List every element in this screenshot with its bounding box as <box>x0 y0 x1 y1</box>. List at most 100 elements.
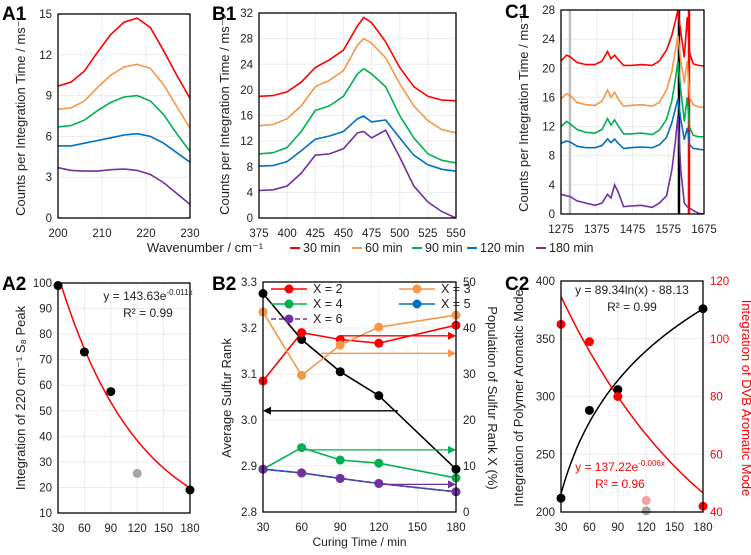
legend-label: 30 min <box>303 241 341 255</box>
y-axis-label: Counts per Integration Time / ms⁻¹ <box>217 14 232 214</box>
panel-b2: B2 30 60 90 120 150 180 2.8 2.9 3.0 3.1 3.2 3.3 0 10 20… <box>212 274 500 549</box>
legend-marker <box>412 299 422 309</box>
x-tick-label: 475 <box>362 228 381 240</box>
y2-tick-label: 60 <box>710 449 723 461</box>
series-line <box>561 115 704 214</box>
y2-tick-label: 40 <box>463 323 476 335</box>
legend-item: X = 6 <box>271 312 343 326</box>
y-tick-label: 12 <box>39 50 52 62</box>
legend-marker <box>284 284 294 294</box>
y2-tick-label: 40 <box>710 507 723 519</box>
r-squared: R² = 0.99 <box>123 306 173 320</box>
plot-area <box>259 16 456 218</box>
fit-curve <box>561 296 703 494</box>
legend-item: X = 5 <box>399 297 471 311</box>
y2-tick-label: 120 <box>710 276 729 288</box>
x-tick-label: 200 <box>48 228 67 240</box>
y-tick-label: 200 <box>536 507 555 519</box>
series-line <box>58 17 190 99</box>
x-tick-label: 210 <box>92 228 111 240</box>
x-tick-label: 500 <box>390 228 409 240</box>
y2-axis-label: Integration of DVB Aromatic Mode <box>739 300 751 497</box>
y-tick-label: 24 <box>240 59 253 71</box>
x-tick-label: 90 <box>104 523 117 535</box>
x-axis-label: Curing Time / min <box>312 535 406 549</box>
panel-c1: C1 1275 1375 1475 1575 1675 0 4 8 12 16 20 24 28 Count… <box>505 2 717 236</box>
panel-label: C1 <box>505 2 530 23</box>
y-tick-label: 3.0 <box>241 415 257 427</box>
y-axis-label: Integration of 220 cm⁻¹ S₈ Peak <box>13 305 28 490</box>
legend-label: X = 6 <box>313 312 343 326</box>
x-tick-label: 150 <box>665 522 684 534</box>
legend-item: 60 min <box>352 241 403 255</box>
x-tick-label: 375 <box>249 228 268 240</box>
plot-frame <box>57 13 191 219</box>
y-tick-label: 80 <box>39 329 52 341</box>
fit-equation: y = 143.63e-0.011x <box>103 288 192 303</box>
x-tick-label: 90 <box>334 522 347 534</box>
x-tick-label: 230 <box>180 228 199 240</box>
y-tick-label: 10 <box>39 508 52 520</box>
y-axis-label: Counts per Integration Time / ms⁻¹ <box>516 11 531 211</box>
series-line <box>259 115 456 172</box>
y2-tick-label: 20 <box>463 415 476 427</box>
x-tick-label: 30 <box>52 523 65 535</box>
plot-frame <box>560 280 704 513</box>
data-point <box>374 458 384 468</box>
series-line <box>259 67 456 164</box>
y2-tick-label: 80 <box>710 392 723 404</box>
y-tick-label: 32 <box>240 8 253 20</box>
legend-marker <box>284 314 294 324</box>
x-axis-label-wavenumber: Wavenumber / cm⁻¹ <box>147 240 264 255</box>
series-line <box>259 37 456 134</box>
fit-curve <box>561 308 703 495</box>
arrow-head <box>263 406 271 415</box>
data-point <box>297 468 307 478</box>
data-point <box>613 392 623 401</box>
x-tick-label: 120 <box>637 522 656 534</box>
panel-b1: B1 375 400 425 450 475 500 525 550 0 4 8 12 16 20 24 28 3… <box>212 4 466 240</box>
series-line <box>58 166 190 206</box>
y-tick-label: 24 <box>542 34 555 46</box>
y2-tick-label: 30 <box>463 369 476 381</box>
y-tick-label: 60 <box>39 380 52 392</box>
data-point <box>335 455 345 465</box>
data-point <box>335 473 345 483</box>
plot-frame <box>262 281 457 513</box>
x-tick-label: 90 <box>611 522 624 534</box>
y-tick-label: 400 <box>536 276 555 288</box>
y-tick-label: 30 <box>39 457 52 469</box>
y-tick-label: 9 <box>46 91 52 103</box>
x-tick-label: 400 <box>278 228 297 240</box>
panel-a2: A2 30 60 90 120 150 180 10 20 30 40 50 60 70 80 90 100 In… <box>2 274 200 535</box>
x-tick-label: 60 <box>295 522 308 534</box>
series-line <box>561 98 704 151</box>
equation-exponent: -0.006x <box>638 459 665 468</box>
arrow-head <box>448 331 456 340</box>
y-tick-label: 0 <box>46 213 52 225</box>
panel-label: A2 <box>2 274 26 295</box>
data-point <box>584 337 594 347</box>
y-tick-label: 8 <box>247 162 253 174</box>
data-point <box>297 443 307 453</box>
legend-label: X = 5 <box>441 297 471 311</box>
y-tick-label: 0 <box>549 209 555 221</box>
y-tick-label: 70 <box>39 355 52 367</box>
series-line <box>58 94 190 152</box>
r-squared: R² = 0.96 <box>595 477 645 491</box>
y-tick-label: 4 <box>247 187 254 199</box>
y-tick-label: 40 <box>39 431 52 443</box>
y2-tick-label: 10 <box>463 461 476 473</box>
legend-label: 90 min <box>425 241 463 255</box>
y-tick-label: 50 <box>39 406 52 418</box>
y-tick-label: 20 <box>542 63 555 75</box>
r-squared: R² = 0.99 <box>607 300 657 314</box>
x-tick-label: 525 <box>418 228 437 240</box>
plot-area <box>561 10 704 214</box>
y-tick-label: 90 <box>39 304 52 316</box>
legend-marker <box>412 284 422 294</box>
legend-label: X = 4 <box>313 297 343 311</box>
y-tick-label: 4 <box>549 180 556 192</box>
arrow-head <box>448 480 456 489</box>
y2-tick-label: 100 <box>710 334 729 346</box>
